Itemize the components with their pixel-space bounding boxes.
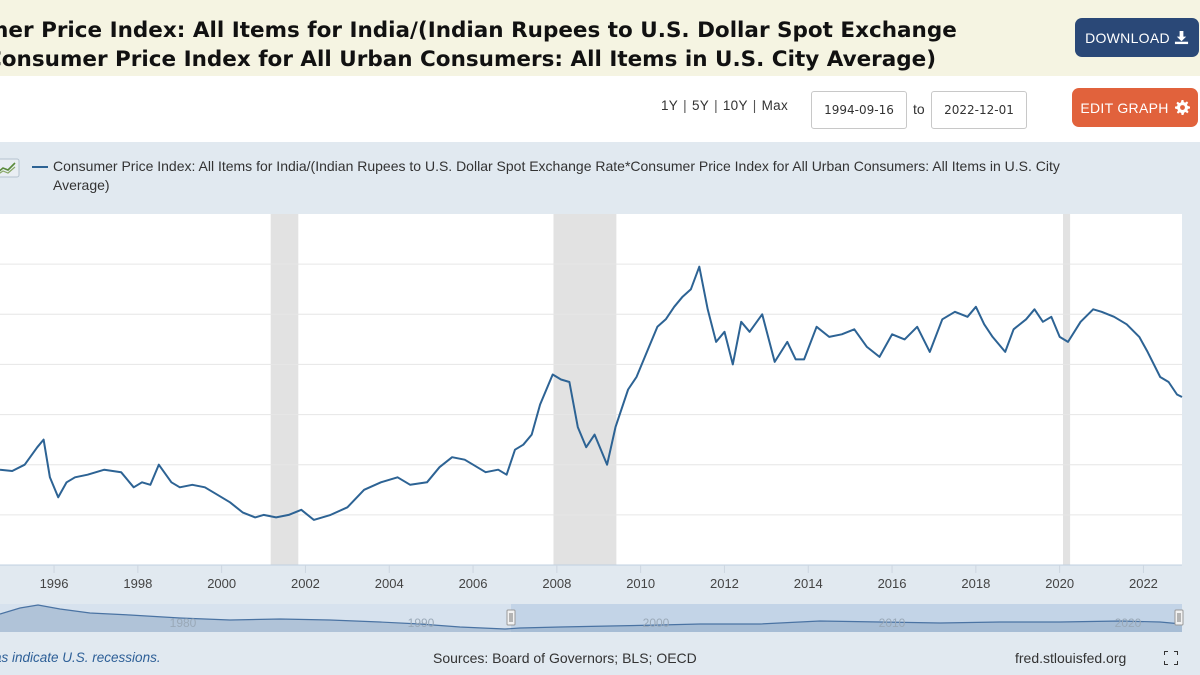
legend-label: Consumer Price Index: All Items for Indi… bbox=[53, 158, 1060, 193]
x-tick-label: 2004 bbox=[375, 576, 404, 591]
x-tick-label: 2010 bbox=[626, 576, 655, 591]
download-button[interactable]: DOWNLOAD bbox=[1075, 18, 1199, 57]
legend-swatch bbox=[32, 166, 48, 168]
x-tick-label: 2022 bbox=[1129, 576, 1158, 591]
end-date-input[interactable]: 2022-12-01 bbox=[931, 91, 1027, 129]
navigator-handle-right[interactable] bbox=[1174, 609, 1184, 626]
navigator-area bbox=[0, 605, 1182, 632]
navigator-line bbox=[0, 604, 1183, 630]
edit-graph-button[interactable]: EDIT GRAPH bbox=[1072, 88, 1198, 127]
to-label: to bbox=[913, 101, 925, 117]
range-5y[interactable]: 5Y bbox=[691, 98, 710, 113]
title-line-2: Consumer Price Index for All Urban Consu… bbox=[0, 47, 937, 72]
x-tick-label: 2020 bbox=[1045, 576, 1074, 591]
navigator-tick-label: 2020 bbox=[1115, 616, 1142, 630]
range-max[interactable]: Max bbox=[761, 98, 789, 113]
navigator-tick-label: 1980 bbox=[170, 616, 197, 630]
edit-graph-label: EDIT GRAPH bbox=[1080, 99, 1169, 116]
range-links: 1Y | 5Y | 10Y | Max bbox=[661, 98, 789, 113]
fred-link[interactable]: fred.stlouisfed.org bbox=[1015, 650, 1127, 666]
x-tick-label: 2008 bbox=[542, 576, 571, 591]
x-tick-label: 2006 bbox=[459, 576, 488, 591]
title-bar bbox=[0, 0, 1200, 76]
download-label: DOWNLOAD bbox=[1085, 29, 1170, 46]
navigator-tick-label: 2000 bbox=[643, 616, 670, 630]
x-tick-label: 1996 bbox=[40, 576, 69, 591]
start-date-input[interactable]: 1994-09-16 bbox=[811, 91, 907, 129]
chart-type-icon[interactable] bbox=[0, 158, 20, 178]
x-tick-label: 2018 bbox=[961, 576, 990, 591]
x-tick-label: 1998 bbox=[123, 576, 152, 591]
x-tick-label: 2016 bbox=[878, 576, 907, 591]
x-tick-label: 2012 bbox=[710, 576, 739, 591]
x-tick-label: 2000 bbox=[207, 576, 236, 591]
title-line-1: mer Price Index: All Items for India/(In… bbox=[0, 18, 957, 43]
sources-text: Sources: Board of Governors; BLS; OECD bbox=[433, 650, 697, 666]
recession-note: as indicate U.S. recessions. bbox=[0, 650, 161, 665]
page-title: mer Price Index: All Items for India/(In… bbox=[0, 16, 1026, 74]
range-10y[interactable]: 10Y bbox=[722, 98, 748, 113]
x-tick-label: 2014 bbox=[794, 576, 823, 591]
recession-band-1 bbox=[553, 214, 617, 565]
recession-band-0 bbox=[270, 214, 299, 565]
fullscreen-icon[interactable] bbox=[1164, 651, 1178, 665]
navigator-tick-label: 2010 bbox=[879, 616, 906, 630]
x-tick-label: 2002 bbox=[291, 576, 320, 591]
recession-band-2 bbox=[1063, 214, 1071, 565]
download-icon bbox=[1174, 30, 1188, 45]
navigator-tick-label: 1990 bbox=[408, 616, 435, 630]
series-line-0 bbox=[0, 265, 1183, 521]
gear-icon bbox=[1174, 100, 1190, 115]
range-1y[interactable]: 1Y bbox=[661, 98, 679, 113]
navigator-handle-left[interactable] bbox=[506, 609, 516, 626]
